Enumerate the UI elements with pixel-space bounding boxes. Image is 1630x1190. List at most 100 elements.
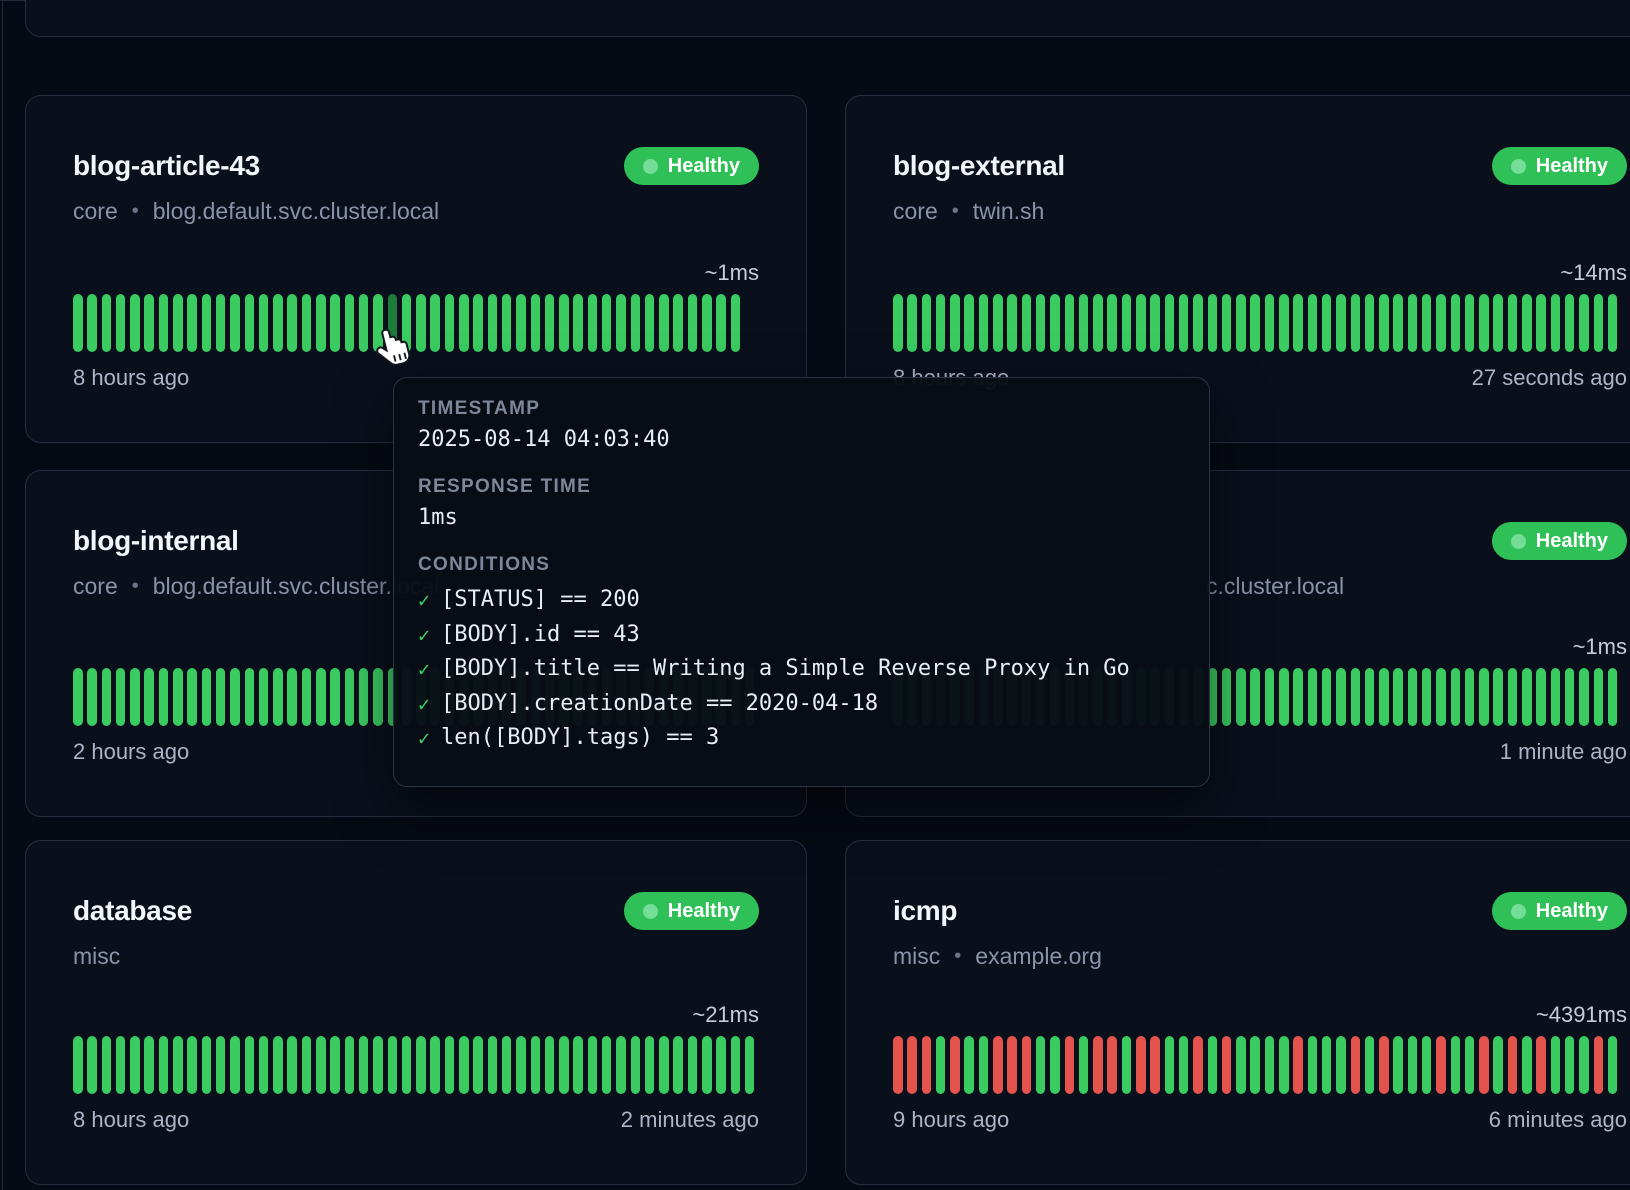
uptime-bar[interactable] [716,294,726,352]
uptime-bar[interactable] [1579,668,1589,726]
uptime-bar[interactable] [1594,294,1604,352]
uptime-bar[interactable] [1322,668,1332,726]
uptime-bar[interactable] [1493,668,1503,726]
uptime-bar[interactable] [287,1036,297,1094]
uptime-bar[interactable] [1322,1036,1332,1094]
uptime-bar[interactable] [1293,294,1303,352]
uptime-bar[interactable] [402,1036,412,1094]
endpoint-card-icmp[interactable]: icmp Healthy misc • example.org ~4391ms … [845,840,1630,1185]
uptime-bar[interactable] [359,668,369,726]
uptime-bar[interactable] [702,1036,712,1094]
uptime-bar[interactable] [922,1036,932,1094]
uptime-bar[interactable] [1179,1036,1189,1094]
uptime-bar[interactable] [87,1036,97,1094]
uptime-bar[interactable] [1579,1036,1589,1094]
uptime-bar[interactable] [1136,294,1146,352]
uptime-bar[interactable] [1079,1036,1089,1094]
uptime-bar[interactable] [1265,294,1275,352]
uptime-bar[interactable] [1136,1036,1146,1094]
uptime-bar[interactable] [316,668,326,726]
uptime-bar[interactable] [1393,1036,1403,1094]
uptime-bar[interactable] [144,1036,154,1094]
uptime-bar[interactable] [950,1036,960,1094]
uptime-bar[interactable] [102,668,112,726]
uptime-bar[interactable] [1279,668,1289,726]
uptime-bar[interactable] [245,1036,255,1094]
uptime-bar[interactable] [1236,668,1246,726]
uptime-bar[interactable] [979,294,989,352]
uptime-bar[interactable] [1465,1036,1475,1094]
uptime-bar[interactable] [1493,294,1503,352]
uptime-bar[interactable] [516,294,526,352]
uptime-bar[interactable] [1422,1036,1432,1094]
uptime-bar[interactable] [702,294,712,352]
uptime-bar[interactable] [1536,668,1546,726]
uptime-bar[interactable] [130,1036,140,1094]
uptime-bar[interactable] [1551,668,1561,726]
uptime-bar[interactable] [1208,1036,1218,1094]
uptime-bar[interactable] [1222,1036,1232,1094]
uptime-bar[interactable] [1522,1036,1532,1094]
uptime-bar[interactable] [259,294,269,352]
uptime-bar[interactable] [187,294,197,352]
uptime-bar[interactable] [73,1036,83,1094]
uptime-bar[interactable] [330,1036,340,1094]
uptime-bar[interactable] [1551,1036,1561,1094]
uptime-bar[interactable] [1308,668,1318,726]
uptime-bar[interactable] [1451,294,1461,352]
uptime-bar[interactable] [1451,1036,1461,1094]
uptime-bar[interactable] [1522,668,1532,726]
uptime-bar[interactable] [1565,1036,1575,1094]
uptime-bar[interactable] [1608,1036,1618,1094]
uptime-bar[interactable] [388,1036,398,1094]
uptime-bar[interactable] [1093,1036,1103,1094]
uptime-bar[interactable] [316,294,326,352]
uptime-bar[interactable] [559,1036,569,1094]
uptime-bar[interactable] [216,668,226,726]
uptime-bar[interactable] [187,668,197,726]
uptime-bar[interactable] [173,668,183,726]
uptime-bar[interactable] [273,294,283,352]
uptime-bar[interactable] [1436,294,1446,352]
uptime-bar[interactable] [1408,1036,1418,1094]
uptime-bar[interactable] [202,294,212,352]
uptime-bar[interactable] [1408,294,1418,352]
uptime-bar[interactable] [659,294,669,352]
uptime-bar[interactable] [1379,1036,1389,1094]
uptime-bar[interactable] [1022,294,1032,352]
uptime-bar[interactable] [345,1036,355,1094]
uptime-bar[interactable] [1594,668,1604,726]
uptime-bar[interactable] [1165,294,1175,352]
uptime-bar[interactable] [531,294,541,352]
uptime-bar[interactable] [445,294,455,352]
uptime-bar[interactable] [273,1036,283,1094]
uptime-bar[interactable] [459,1036,469,1094]
uptime-bar[interactable] [116,668,126,726]
uptime-bar[interactable] [1265,1036,1275,1094]
uptime-bar[interactable] [1479,294,1489,352]
uptime-bar[interactable] [1122,294,1132,352]
uptime-bar[interactable] [1222,668,1232,726]
uptime-bar[interactable] [673,1036,683,1094]
uptime-bar[interactable] [588,1036,598,1094]
uptime-bar[interactable] [631,294,641,352]
uptime-bar[interactable] [1150,1036,1160,1094]
uptime-bar[interactable] [230,294,240,352]
uptime-bar[interactable] [130,668,140,726]
uptime-bar[interactable] [1007,294,1017,352]
uptime-bar[interactable] [559,294,569,352]
uptime-bar[interactable] [907,1036,917,1094]
uptime-bar[interactable] [659,1036,669,1094]
uptime-bar[interactable] [688,294,698,352]
uptime-bar[interactable] [1393,294,1403,352]
uptime-bar[interactable] [645,294,655,352]
uptime-bar[interactable] [159,294,169,352]
uptime-bar[interactable] [230,1036,240,1094]
uptime-bar[interactable] [1522,294,1532,352]
uptime-bar[interactable] [1250,294,1260,352]
uptime-bar[interactable] [287,294,297,352]
uptime-bar[interactable] [87,668,97,726]
uptime-bar[interactable] [1322,294,1332,352]
uptime-bar[interactable] [245,294,255,352]
uptime-bar[interactable] [302,668,312,726]
